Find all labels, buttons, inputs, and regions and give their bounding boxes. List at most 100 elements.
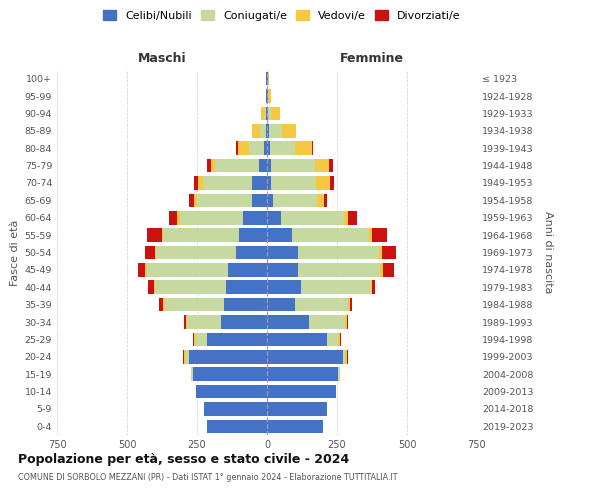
Bar (343, 350, 346, 364)
Bar (194, 332, 196, 346)
Bar (268, 90, 271, 103)
Bar (157, 246, 236, 260)
Bar (265, 106, 266, 120)
Bar (340, 332, 341, 346)
Bar (236, 246, 267, 260)
Bar (204, 402, 267, 415)
Bar (379, 246, 382, 260)
Bar (228, 263, 267, 276)
Bar (266, 106, 267, 120)
Bar (295, 298, 348, 312)
Bar (267, 350, 343, 364)
Bar (183, 350, 184, 364)
Bar (292, 228, 369, 242)
Bar (267, 263, 298, 276)
Bar (382, 246, 396, 260)
Bar (267, 159, 271, 172)
Bar (184, 350, 186, 364)
Bar (243, 211, 267, 224)
Bar (369, 228, 372, 242)
Bar (267, 106, 268, 120)
Bar (260, 124, 266, 138)
Legend: Celibi/Nubili, Coniugati/e, Vedovi/e, Divorziati/e: Celibi/Nubili, Coniugati/e, Vedovi/e, Di… (101, 8, 463, 24)
Bar (196, 385, 267, 398)
Bar (203, 176, 251, 190)
Text: Maschi: Maschi (137, 52, 187, 65)
Bar (295, 142, 312, 155)
Bar (197, 194, 251, 207)
Bar (238, 142, 249, 155)
Bar (372, 228, 388, 242)
Bar (301, 280, 371, 294)
Bar (317, 194, 325, 207)
Bar (211, 159, 215, 172)
Bar (187, 315, 221, 329)
Bar (312, 142, 313, 155)
Bar (271, 159, 314, 172)
Bar (154, 280, 155, 294)
Bar (207, 159, 211, 172)
Bar (163, 228, 239, 242)
Bar (224, 298, 267, 312)
Bar (272, 194, 317, 207)
Bar (163, 298, 165, 312)
Bar (267, 298, 295, 312)
Bar (155, 280, 226, 294)
Bar (270, 142, 295, 155)
Bar (267, 280, 301, 294)
Bar (346, 315, 347, 329)
Bar (155, 246, 157, 260)
Bar (251, 194, 267, 207)
Bar (249, 142, 264, 155)
Bar (193, 332, 194, 346)
Bar (267, 228, 292, 242)
Bar (267, 142, 270, 155)
Text: COMUNE DI SORBOLO MEZZANI (PR) - Dati ISTAT 1° gennaio 2024 - Elaborazione TUTTI: COMUNE DI SORBOLO MEZZANI (PR) - Dati IS… (18, 472, 398, 482)
Bar (260, 106, 265, 120)
Bar (188, 194, 194, 207)
Bar (281, 211, 344, 224)
Bar (145, 246, 155, 260)
Bar (371, 280, 372, 294)
Bar (348, 211, 356, 224)
Bar (251, 124, 260, 138)
Bar (267, 420, 323, 433)
Bar (298, 263, 380, 276)
Bar (267, 402, 327, 415)
Bar (271, 106, 280, 120)
Bar (348, 298, 350, 312)
Bar (146, 228, 162, 242)
Bar (267, 368, 338, 381)
Bar (145, 263, 146, 276)
Bar (196, 332, 207, 346)
Bar (267, 246, 298, 260)
Bar (298, 246, 379, 260)
Bar (344, 211, 348, 224)
Bar (194, 194, 197, 207)
Bar (162, 228, 163, 242)
Bar (268, 72, 269, 86)
Bar (199, 176, 203, 190)
Bar (372, 280, 375, 294)
Bar (267, 211, 281, 224)
Bar (267, 124, 269, 138)
Bar (267, 332, 327, 346)
Bar (329, 159, 333, 172)
Bar (259, 159, 267, 172)
Bar (330, 176, 334, 190)
Bar (338, 368, 340, 381)
Bar (226, 280, 267, 294)
Bar (184, 315, 186, 329)
Y-axis label: Anni di nascita: Anni di nascita (543, 211, 553, 294)
Bar (271, 176, 316, 190)
Bar (267, 176, 271, 190)
Bar (138, 263, 145, 276)
Bar (267, 315, 309, 329)
Bar (380, 263, 383, 276)
Bar (346, 350, 347, 364)
Bar (165, 298, 224, 312)
Bar (268, 106, 271, 120)
Bar (325, 194, 327, 207)
Bar (266, 124, 267, 138)
Bar (314, 159, 329, 172)
